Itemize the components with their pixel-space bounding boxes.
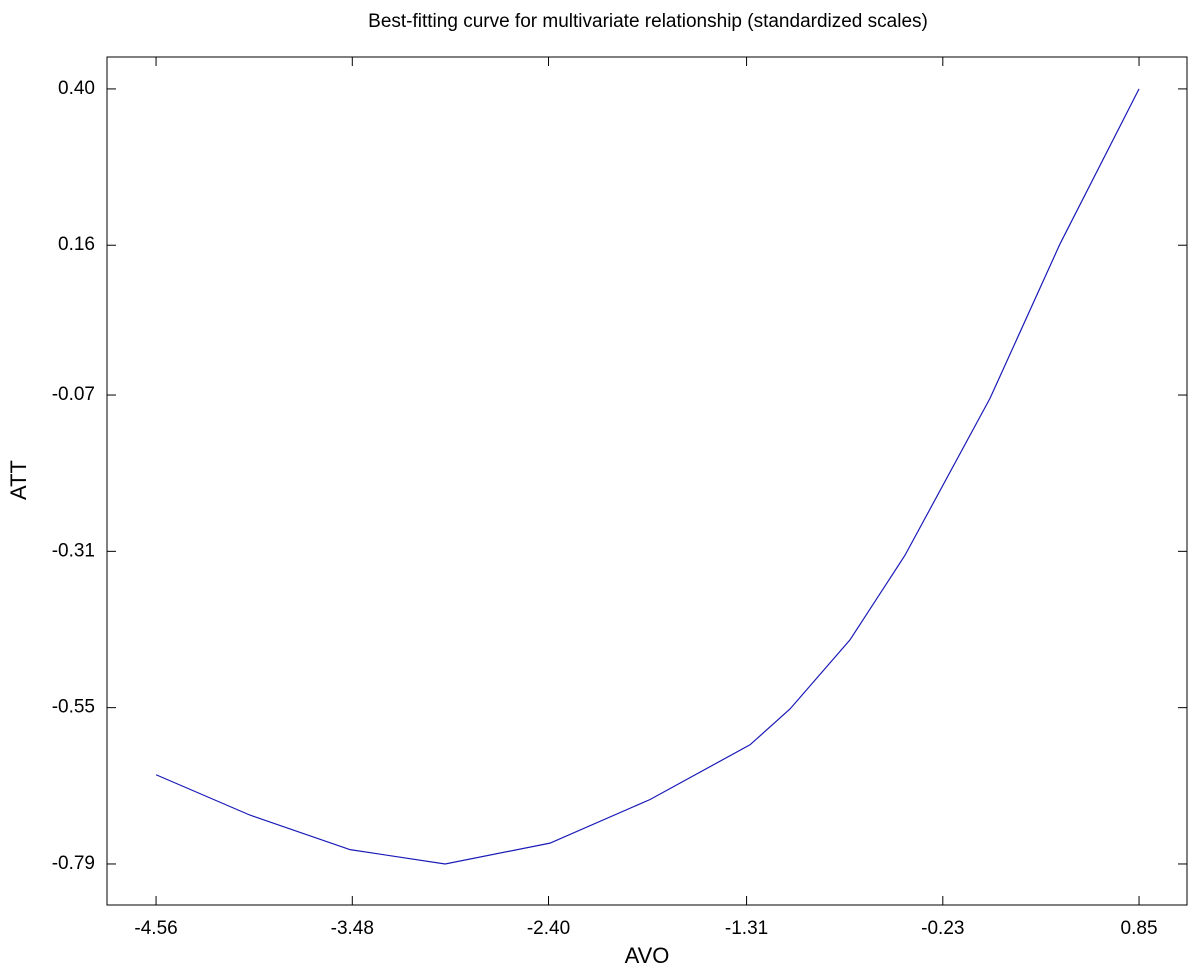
chart-title: Best-fitting curve for multivariate rela… xyxy=(368,11,928,32)
x-tick-label: -2.40 xyxy=(527,918,570,939)
y-tick-label: -0.07 xyxy=(52,384,95,405)
plot-frame xyxy=(106,56,1188,906)
x-tick-label: -4.56 xyxy=(134,918,177,939)
x-tick-label: -0.23 xyxy=(921,918,964,939)
x-tick-label: 0.85 xyxy=(1121,918,1158,939)
y-tick-label: -0.79 xyxy=(52,853,95,874)
y-tick-label: -0.55 xyxy=(52,697,95,718)
y-tick-label: 0.16 xyxy=(58,234,95,255)
y-tick-label: 0.40 xyxy=(58,78,95,99)
data-line xyxy=(155,88,1140,865)
x-tick-label: -3.48 xyxy=(331,918,374,939)
x-tick-label: -1.31 xyxy=(725,918,768,939)
y-tick-label: -0.31 xyxy=(52,540,95,561)
x-axis-label: AVO xyxy=(625,943,670,968)
y-axis-label: ATT xyxy=(6,460,31,500)
